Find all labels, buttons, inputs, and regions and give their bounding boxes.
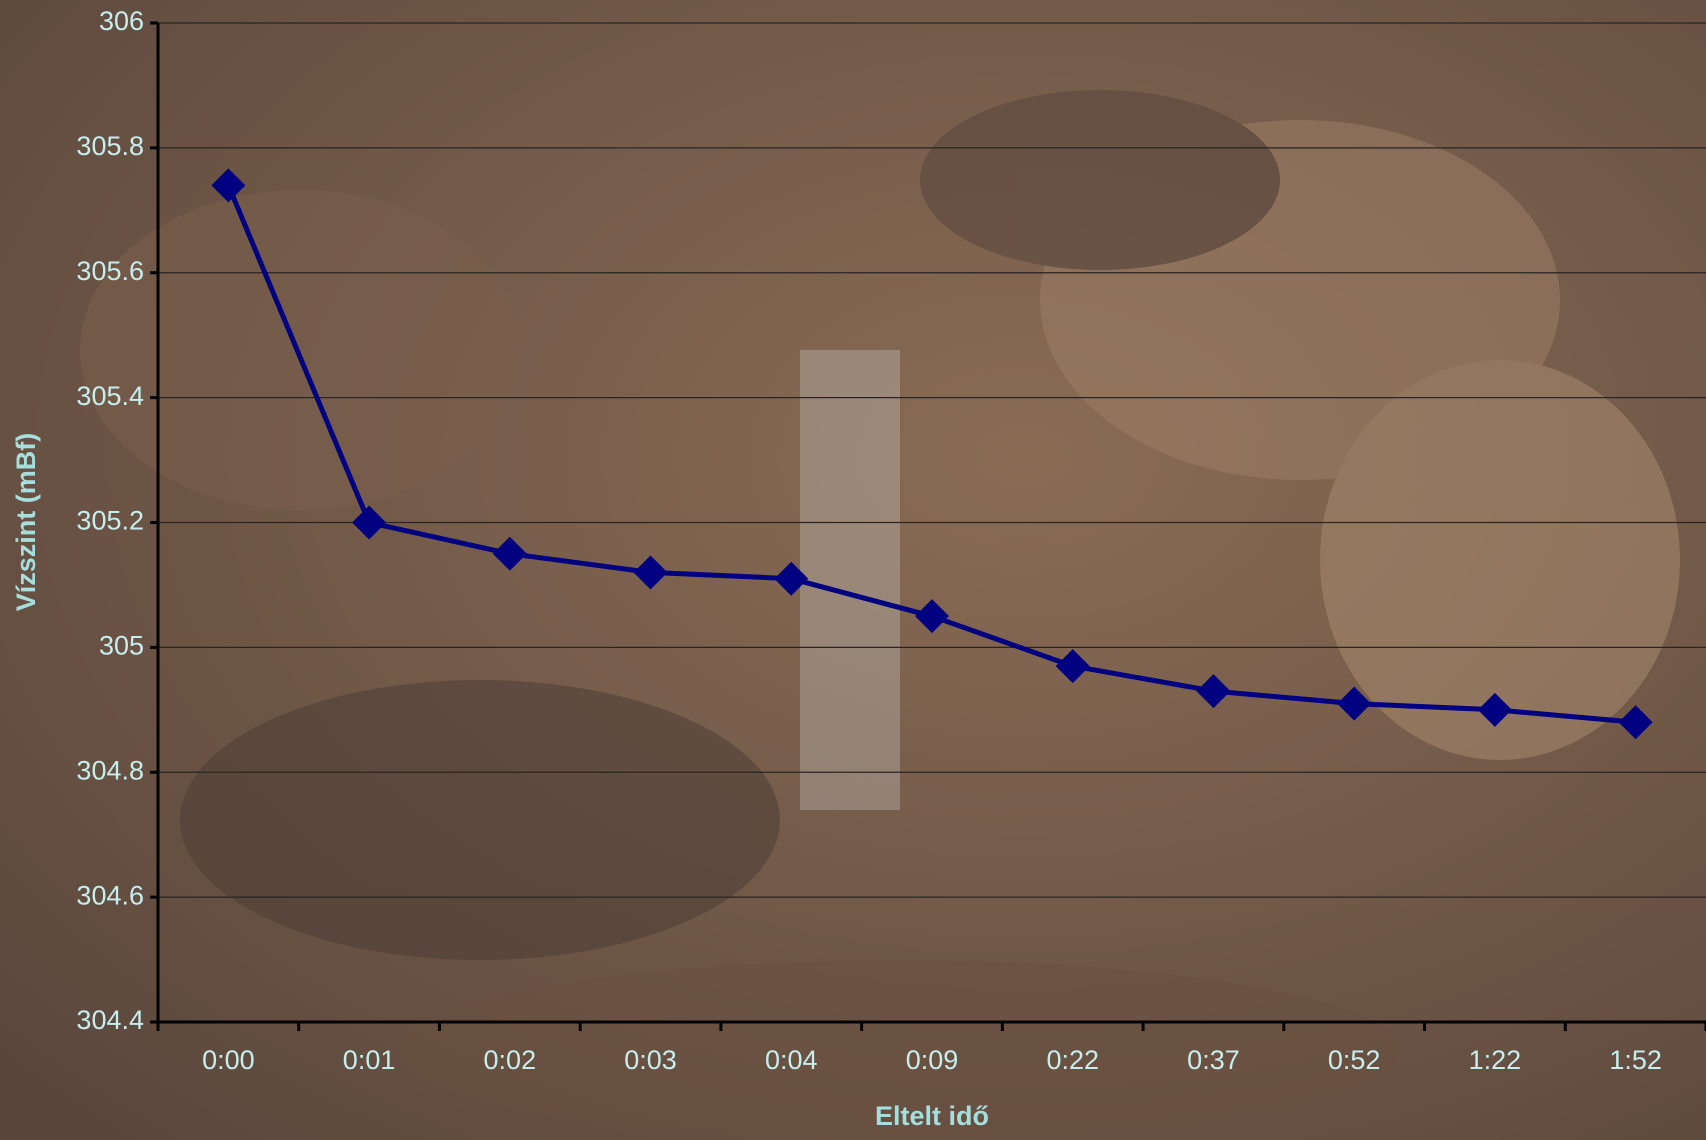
data-marker <box>774 561 809 596</box>
data-marker <box>1196 674 1231 709</box>
x-tick-label: 1:52 <box>1609 1045 1662 1075</box>
y-tick-label: 305 <box>99 631 144 661</box>
background-texture <box>80 90 1680 1140</box>
data-marker <box>1618 705 1653 740</box>
y-tick-label: 304.6 <box>76 880 144 910</box>
y-tick-label: 304.8 <box>76 755 144 785</box>
x-tick-label: 1:22 <box>1469 1045 1522 1075</box>
x-axis-title: Eltelt idő <box>875 1101 989 1131</box>
data-marker <box>211 168 246 203</box>
y-axis-title: Vízszint (mBf) <box>11 433 41 612</box>
x-tick-label: 0:52 <box>1328 1045 1381 1075</box>
data-marker <box>352 505 387 540</box>
data-marker <box>492 536 527 571</box>
data-marker <box>915 599 949 634</box>
x-tick-label: 0:22 <box>1046 1045 1099 1075</box>
data-marker <box>1055 649 1090 684</box>
x-tick-label: 0:02 <box>484 1045 537 1075</box>
y-tick-label: 305.2 <box>76 506 144 536</box>
y-tick-label: 305.4 <box>76 381 144 411</box>
data-marker <box>1477 692 1512 727</box>
x-tick-label: 0:37 <box>1187 1045 1240 1075</box>
y-tick-label: 305.6 <box>76 256 144 286</box>
x-tick-label: 0:01 <box>343 1045 396 1075</box>
x-tick-label: 0:04 <box>765 1045 818 1075</box>
x-tick-label: 0:03 <box>624 1045 677 1075</box>
y-tick-label: 304.4 <box>76 1005 144 1035</box>
x-tick-label: 0:00 <box>202 1045 255 1075</box>
data-marker <box>633 555 668 590</box>
y-tick-label: 305.8 <box>76 131 144 161</box>
x-tick-label: 0:09 <box>906 1045 959 1075</box>
data-marker <box>1337 686 1372 721</box>
y-tick-label: 306 <box>99 6 144 36</box>
